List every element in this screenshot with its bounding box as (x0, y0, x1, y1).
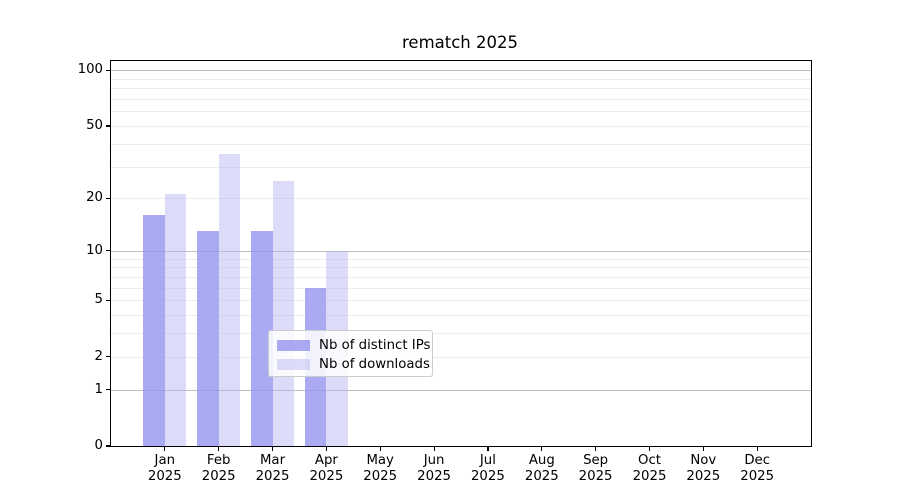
gridline-minor (111, 287, 811, 289)
bar-nb-of-downloads (164, 194, 187, 446)
bar-nb-of-downloads (272, 180, 294, 446)
x-tick-year: 2025 (578, 468, 613, 484)
x-tick-label: Dec 2025 (728, 453, 786, 484)
bar-nb-of-distinct-ips (251, 231, 273, 446)
x-tick-year: 2025 (524, 468, 559, 484)
x-tick-mark (325, 447, 328, 452)
x-tick-mark (487, 447, 489, 452)
x-tick-year: 2025 (740, 468, 775, 484)
gridline-minor (111, 126, 811, 127)
y-tick-label: 2 (94, 348, 103, 364)
x-tick-month: Apr (314, 453, 338, 468)
bar-nb-of-distinct-ips (197, 231, 219, 446)
y-tick-mark (106, 197, 110, 199)
x-tick-month: Oct (638, 453, 661, 468)
y-tick-label: 1 (94, 381, 103, 397)
x-tick-label: Jun 2025 (405, 453, 463, 484)
gridline-minor (111, 300, 811, 302)
y-tick-mark (106, 445, 110, 447)
x-tick-label: Nov 2025 (674, 453, 732, 484)
gridline-minor (111, 88, 811, 90)
x-tick-year: 2025 (686, 468, 721, 484)
y-tick-label: 50 (86, 118, 103, 133)
x-tick-year: 2025 (255, 468, 290, 484)
x-tick-mark (541, 447, 543, 452)
x-tick-mark (756, 447, 758, 452)
x-tick-mark (379, 447, 381, 452)
x-tick-month: Jan (154, 453, 176, 468)
x-tick-mark (595, 447, 597, 452)
gridline-minor (111, 356, 811, 358)
x-tick-label: Mar 2025 (244, 453, 302, 484)
y-tick-mark (106, 389, 110, 391)
y-tick-label: 10 (86, 242, 103, 258)
x-tick-mark (702, 447, 704, 452)
y-tick-label: 20 (86, 190, 103, 206)
gridline-major (111, 389, 811, 391)
gridline-minor (111, 333, 811, 335)
x-tick-month: Dec (744, 453, 771, 468)
x-tick-mark (218, 447, 220, 452)
x-tick-mark (433, 447, 435, 452)
legend: Nb of distinct IPs Nb of downloads (268, 330, 433, 377)
gridline-minor (111, 143, 811, 145)
gridline-minor (111, 198, 811, 200)
gridline-minor (111, 267, 811, 269)
bar-nb-of-distinct-ips (143, 215, 165, 446)
x-tick-year: 2025 (147, 468, 182, 484)
x-tick-month: Sep (583, 453, 609, 468)
x-tick-year: 2025 (632, 468, 667, 484)
x-tick-month: Feb (206, 453, 231, 468)
x-tick-month: May (366, 453, 394, 468)
gridline-minor (111, 258, 811, 260)
chart-title: rematch 2025 (402, 33, 518, 52)
x-tick-label: Oct 2025 (621, 453, 679, 484)
x-tick-month: Aug (528, 453, 555, 468)
x-tick-label: Feb 2025 (190, 453, 248, 484)
y-tick-mark (106, 299, 110, 301)
legend-row-downloads: Nb of downloads (277, 355, 432, 374)
x-tick-label: Sep 2025 (567, 453, 625, 484)
x-tick-month: Mar (259, 453, 286, 468)
x-tick-label: Aug 2025 (513, 453, 571, 484)
x-tick-mark (271, 447, 274, 452)
y-tick-label: 100 (77, 62, 103, 78)
legend-swatch-downloads (277, 359, 310, 370)
y-tick-label: 0 (94, 438, 103, 453)
gridline-minor (111, 315, 811, 316)
x-tick-mark (648, 447, 651, 452)
y-tick-label: 5 (94, 292, 103, 308)
y-tick-mark (106, 125, 110, 127)
x-tick-month: Nov (690, 453, 717, 468)
bar-nb-of-downloads (218, 154, 241, 446)
x-tick-year: 2025 (309, 468, 344, 484)
y-tick-mark (106, 356, 110, 358)
x-tick-year: 2025 (417, 468, 452, 484)
x-tick-month: Jun (423, 453, 445, 468)
x-tick-label: Jul 2025 (459, 453, 517, 484)
y-tick-mark (106, 69, 110, 72)
x-tick-label: Jan 2025 (136, 453, 194, 484)
legend-label-distinct-ips: Nb of distinct IPs (319, 338, 431, 353)
x-tick-year: 2025 (201, 468, 236, 484)
x-tick-label: May 2025 (351, 453, 409, 484)
x-tick-month: Jul (479, 453, 496, 468)
gridline-major (111, 250, 811, 252)
gridline-minor (111, 99, 811, 100)
gridline-minor (111, 166, 811, 168)
legend-swatch-distinct-ips (277, 340, 310, 351)
plot-area: 0 1 2 5 10 20 50 100 Jan 2025 Feb 2025 Mar 2025 Apr 202… (78, 60, 812, 484)
gridline-minor (111, 111, 811, 113)
x-tick-year: 2025 (470, 468, 505, 484)
legend-row-distinct-ips: Nb of distinct IPs (277, 336, 432, 355)
gridline-minor (111, 276, 811, 278)
x-tick-year: 2025 (363, 468, 398, 484)
x-tick-label: Apr 2025 (297, 453, 355, 484)
y-tick-mark (106, 250, 110, 252)
gridline-major (111, 70, 811, 72)
gridline-minor (111, 78, 811, 80)
x-tick-mark (164, 447, 166, 452)
legend-label-downloads: Nb of downloads (319, 357, 430, 372)
